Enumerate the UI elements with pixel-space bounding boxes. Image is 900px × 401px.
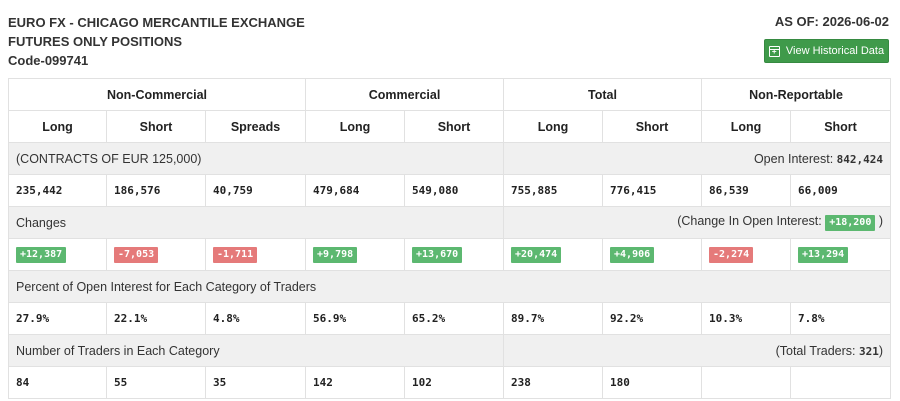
traders-value: 142 (305, 366, 406, 399)
change-badge: +13,294 (798, 246, 849, 263)
traders-value (701, 366, 792, 399)
change-open-interest-cell: (Change In Open Interest: +18,200 ) (503, 206, 892, 239)
col-header: Short (602, 110, 703, 143)
col-header: Long (503, 110, 604, 143)
report-title: EURO FX - CHICAGO MERCANTILE EXCHANGE FU… (8, 13, 305, 70)
open-interest-value: 842,424 (836, 152, 884, 166)
change-badge: -7,053 (114, 246, 159, 263)
percent-section-row: Percent of Open Interest for Each Catego… (7, 270, 892, 303)
col-header: Long (8, 110, 107, 143)
traders-label: Number of Traders in Each Category (7, 334, 505, 367)
percent-value: 56.9% (305, 302, 406, 335)
cot-table: Non-Commercial Commercial Total Non-Repo… (7, 78, 892, 399)
view-historical-data-label: View Historical Data (785, 45, 885, 57)
col-header: Short (404, 110, 505, 143)
contracts-value: 86,539 (701, 174, 792, 207)
traders-value: 180 (602, 366, 703, 399)
change-badge: +4,906 (610, 246, 655, 263)
group-header-row: Non-Commercial Commercial Total Non-Repo… (7, 78, 892, 111)
percent-value: 92.2% (602, 302, 703, 335)
contracts-value: 186,576 (106, 174, 206, 207)
traders-value: 55 (106, 366, 206, 399)
contracts-value: 776,415 (602, 174, 703, 207)
calendar-add-icon (768, 45, 780, 57)
group-non-commercial: Non-Commercial (7, 78, 307, 111)
group-commercial: Commercial (305, 78, 505, 111)
total-traders-close: ) (878, 343, 884, 358)
percent-value: 89.7% (503, 302, 604, 335)
change-open-interest-badge: +18,200 (825, 215, 876, 231)
percent-values-row: 27.9% 22.1% 4.8% 56.9% 65.2% 89.7% 92.2%… (8, 302, 892, 335)
percent-value: 10.3% (701, 302, 792, 335)
percent-value: 4.8% (204, 302, 307, 335)
traders-value: 84 (8, 366, 107, 399)
traders-section-row: Number of Traders in Each Category (Tota… (7, 334, 892, 367)
change-badge: -1,711 (213, 246, 258, 263)
group-total: Total (503, 78, 703, 111)
total-traders-label: (Total Traders: (775, 343, 856, 358)
change-open-interest-close: ) (878, 214, 884, 228)
contracts-value: 479,684 (305, 174, 406, 207)
changes-label: Changes (7, 206, 505, 239)
col-header: Short (790, 110, 892, 143)
percent-value: 7.8% (790, 302, 892, 335)
open-interest-cell: Open Interest: 842,424 (503, 142, 892, 175)
traders-value: 102 (404, 366, 505, 399)
changes-section-row: Changes (Change In Open Interest: +18,20… (7, 206, 892, 239)
column-header-row: Long Short Spreads Long Short Long Short… (8, 110, 892, 143)
change-badge: -2,274 (709, 246, 754, 263)
col-header: Long (701, 110, 792, 143)
change-open-interest-label: (Change In Open Interest: (677, 214, 822, 228)
contracts-value: 40,759 (204, 174, 307, 207)
col-header: Spreads (204, 110, 307, 143)
group-non-reportable: Non-Reportable (701, 78, 892, 111)
change-badge: +12,387 (16, 246, 67, 263)
contracts-label: (CONTRACTS OF EUR 125,000) (7, 142, 505, 175)
percent-value: 65.2% (404, 302, 505, 335)
traders-value (790, 366, 892, 399)
view-historical-data-button[interactable]: View Historical Data (764, 39, 889, 63)
percent-value: 22.1% (106, 302, 206, 335)
percent-label: Percent of Open Interest for Each Catego… (7, 270, 892, 303)
change-badge: +13,670 (412, 246, 463, 263)
total-traders-value: 321 (858, 344, 879, 358)
contracts-value: 235,442 (8, 174, 107, 207)
title-line-1: EURO FX - CHICAGO MERCANTILE EXCHANGE (8, 15, 305, 30)
contracts-section-row: (CONTRACTS OF EUR 125,000) Open Interest… (7, 142, 892, 175)
traders-value: 238 (503, 366, 604, 399)
contracts-values-row: 235,442 186,576 40,759 479,684 549,080 7… (8, 174, 892, 207)
contract-code: Code-099741 (8, 53, 89, 68)
total-traders-cell: (Total Traders: 321) (503, 334, 892, 367)
as-of-date: AS OF: 2026-06-02 (774, 14, 889, 29)
title-line-2: FUTURES ONLY POSITIONS (8, 34, 183, 49)
change-badge: +20,474 (511, 246, 562, 263)
contracts-value: 549,080 (404, 174, 505, 207)
changes-values-row: +12,387 -7,053 -1,711 +9,798 +13,670 +20… (8, 238, 892, 271)
open-interest-label: Open Interest: (753, 151, 834, 166)
contracts-value: 66,009 (790, 174, 892, 207)
traders-values-row: 84 55 35 142 102 238 180 (8, 366, 892, 399)
percent-value: 27.9% (8, 302, 107, 335)
col-header: Long (305, 110, 406, 143)
col-header: Short (106, 110, 206, 143)
traders-value: 35 (204, 366, 307, 399)
contracts-value: 755,885 (503, 174, 604, 207)
change-badge: +9,798 (313, 246, 358, 263)
